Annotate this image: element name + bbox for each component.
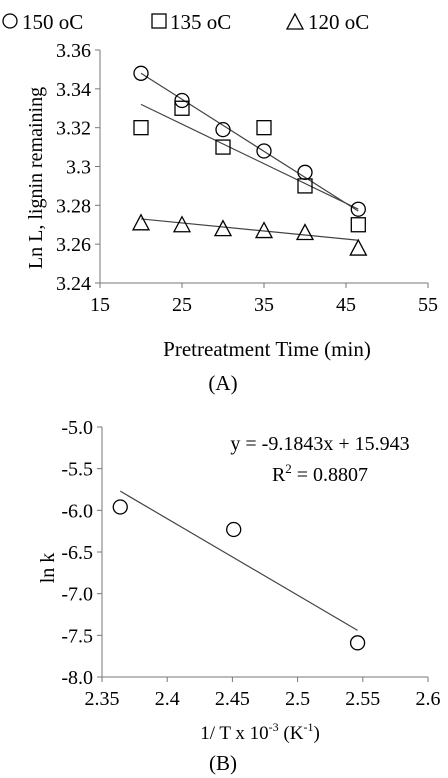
chart-b-point-circle bbox=[349, 635, 366, 651]
r2-value: = 0.8807 bbox=[292, 464, 368, 486]
legend-marker-circle bbox=[2, 13, 18, 29]
chart-a-point-circle bbox=[256, 143, 272, 159]
xlabel-sup2: -1 bbox=[303, 720, 313, 734]
chart-a-x-tick-label: 15 bbox=[90, 294, 110, 316]
chart-b-point-circle bbox=[226, 521, 242, 538]
chart-a-x-tick-label: 35 bbox=[254, 294, 274, 316]
chart-b: ln k y = -9.1843x + 15.943 R2 = 0.8807 1… bbox=[37, 417, 441, 775]
chart-b-y-tick-label: -8.0 bbox=[61, 667, 93, 689]
legend-label-135: 135 oC bbox=[170, 10, 231, 34]
chart-a-x-tick-label: 25 bbox=[172, 294, 192, 316]
xlabel-sup1: -3 bbox=[269, 720, 279, 734]
chart-a-xlabel: Pretreatment Time (min) bbox=[163, 337, 371, 361]
chart-a-y-tick-label: 3.34 bbox=[56, 79, 91, 101]
chart-a: Ln L, lignin remaining Pretreatment Time… bbox=[25, 40, 438, 395]
chart-a-y-tick-label: 3.24 bbox=[56, 273, 91, 295]
chart-a-point-square bbox=[174, 100, 190, 116]
chart-a-point-circle bbox=[174, 92, 190, 109]
chart-a-y-tick-label: 3.32 bbox=[56, 118, 91, 140]
xlabel-end: ) bbox=[313, 723, 319, 744]
chart-b-xlabel: 1/ T x 10-3 (K-1) bbox=[200, 720, 320, 744]
chart-a-point-circle bbox=[215, 121, 231, 138]
chart-a-y-tick-label: 3.26 bbox=[56, 234, 91, 256]
chart-b-x-tick-label: 2.6 bbox=[416, 688, 441, 710]
chart-a-y-tick-label: 3.3 bbox=[66, 157, 91, 179]
legend: 150 oC 135 oC 120 oC bbox=[2, 10, 369, 34]
chart-b-x-tick-label: 2.55 bbox=[345, 688, 380, 710]
chart-b-y-tick-label: -6.0 bbox=[61, 500, 93, 522]
xlabel-main: 1/ T x 10 bbox=[200, 723, 268, 744]
chart-b-y-tick-label: -7.5 bbox=[61, 625, 93, 647]
chart-a-point-circle bbox=[133, 65, 149, 81]
chart-a-x-tick-label: 55 bbox=[418, 294, 438, 316]
chart-b-ylabel: ln k bbox=[37, 553, 59, 584]
chart-a-point-triangle bbox=[349, 238, 368, 256]
legend-label-150: 150 oC bbox=[22, 10, 83, 34]
r2-sup: 2 bbox=[285, 461, 292, 476]
chart-a-trendline bbox=[140, 72, 359, 212]
chart-b-x-tick-label: 2.35 bbox=[85, 688, 120, 710]
chart-a-point-square bbox=[215, 139, 231, 155]
chart-a-ylabel: Ln L, lignin remaining bbox=[25, 87, 47, 269]
chart-a-trendline bbox=[140, 103, 359, 210]
chart-a-panel-label: (A) bbox=[208, 371, 237, 395]
chart-a-point-circle bbox=[350, 201, 366, 217]
chart-a-point-square bbox=[133, 120, 149, 136]
chart-a-y-tick-label: 3.36 bbox=[56, 40, 91, 62]
chart-a-point-triangle bbox=[295, 223, 315, 241]
chart-a-point-triangle bbox=[131, 213, 151, 231]
chart-b-y-tick-label: -5.0 bbox=[61, 417, 93, 439]
r2-label: R bbox=[272, 464, 286, 486]
chart-b-x-tick-label: 2.5 bbox=[285, 688, 310, 710]
chart-a-y-tick-label: 3.28 bbox=[56, 195, 91, 217]
chart-a-point-triangle bbox=[254, 221, 274, 239]
chart-b-y-tick-label: -6.5 bbox=[61, 542, 93, 564]
chart-b-y-tick-label: -7.0 bbox=[61, 584, 93, 606]
chart-a-point-square bbox=[256, 120, 272, 136]
legend-label-120: 120 oC bbox=[308, 10, 369, 34]
chart-b-trendline bbox=[119, 490, 358, 631]
legend-marker-square bbox=[151, 13, 167, 29]
chart-a-point-square bbox=[350, 217, 366, 233]
chart-b-x-tick-label: 2.4 bbox=[155, 688, 180, 710]
chart-a-x-tick-label: 45 bbox=[336, 294, 356, 316]
chart-a-point-triangle bbox=[172, 215, 192, 233]
chart-b-panel-label: (B) bbox=[209, 751, 237, 775]
chart-a-point-square bbox=[297, 178, 313, 194]
chart-b-y-tick-label: -5.5 bbox=[61, 459, 93, 481]
chart-b-point-circle bbox=[112, 499, 128, 515]
xlabel-mid: (K bbox=[279, 723, 304, 744]
chart-b-r2: R2 = 0.8807 bbox=[272, 461, 368, 486]
chart-b-equation: y = -9.1843x + 15.943 bbox=[230, 433, 409, 455]
chart-b-x-tick-label: 2.45 bbox=[215, 688, 250, 710]
legend-marker-triangle bbox=[285, 12, 305, 30]
chart-a-trendline bbox=[140, 218, 359, 241]
chart-a-point-triangle bbox=[213, 219, 233, 237]
